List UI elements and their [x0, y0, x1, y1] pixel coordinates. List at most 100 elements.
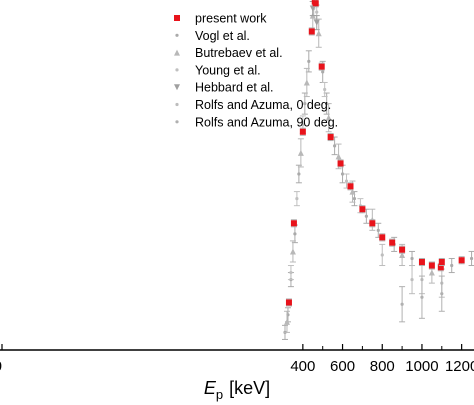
series-hebbard-et-al — [309, 1, 320, 31]
young-et-al-marker-6 — [344, 179, 349, 183]
legend-item-rolfs-and-azuma-90-deg: Rolfs and Azuma, 90 deg. — [175, 115, 338, 129]
present-work-point-18 — [438, 257, 445, 267]
present-work-marker-2 — [299, 128, 306, 135]
vogl-et-al-marker-11 — [352, 197, 357, 201]
vogl-et-al-marker-9 — [333, 144, 337, 148]
vogl-et-al-point-4 — [295, 164, 302, 184]
x-tick-label-300: 300 — [0, 358, 2, 375]
butrebaev-et-al-point-0 — [283, 310, 290, 333]
x-tick-label-600: 600 — [330, 358, 355, 375]
legend-item-rolfs-and-azuma-0-deg: Rolfs and Azuma, 0 deg. — [175, 98, 331, 112]
young-et-al-point-5 — [321, 81, 328, 98]
butrebaev-et-al-marker-0 — [283, 318, 290, 325]
legend-marker-butrebaev-et-al — [174, 49, 180, 56]
present-work-point-2 — [299, 127, 306, 136]
rolfs-and-azuma-0-deg-point-0 — [379, 243, 386, 267]
butrebaev-et-al-marker-1 — [289, 248, 296, 255]
legend-marker-rolfs-and-azuma-0-deg — [175, 102, 179, 107]
rolfs-and-azuma-0-deg-marker-1 — [410, 278, 414, 282]
present-work-point-0 — [285, 298, 292, 307]
butrebaev-et-al-marker-8 — [349, 188, 356, 195]
present-work-point-16 — [428, 261, 435, 270]
x-tick-label-400: 400 — [290, 358, 315, 375]
butrebaev-et-al-marker-7 — [335, 153, 342, 160]
x-axis-label-symbol: E — [204, 378, 217, 398]
hebbard-et-al-point-1 — [313, 15, 320, 31]
vogl-et-al-point-16 — [448, 257, 455, 274]
rolfs-and-azuma-90-deg-point-0 — [399, 286, 406, 323]
rolfs-and-azuma-90-deg-marker-1 — [420, 295, 424, 299]
legend-marker-present-work — [174, 15, 180, 21]
present-work-point-1 — [290, 219, 297, 228]
rolfs-and-azuma-0-deg-marker-0 — [380, 253, 384, 257]
young-et-al-marker-1 — [295, 197, 299, 201]
legend-label-rolfs-and-azuma-90-deg: Rolfs and Azuma, 90 deg. — [195, 115, 338, 129]
legend-item-hebbard-et-al: Hebbard et al. — [174, 81, 274, 95]
present-work-marker-0 — [285, 299, 292, 306]
rolfs-and-azuma-0-deg-point-1 — [409, 265, 416, 295]
butrebaev-et-al-point-6 — [325, 103, 332, 133]
present-work-point-10 — [359, 205, 366, 214]
present-work-point-14 — [399, 245, 406, 254]
legend-marker-hebbard-et-al — [174, 84, 180, 91]
present-work-marker-11 — [369, 220, 376, 227]
vogl-et-al-point-3 — [291, 224, 298, 244]
x-tick-label-1200: 1200 — [445, 358, 474, 375]
present-work-marker-19 — [458, 257, 465, 264]
legend-label-young-et-al: Young et al. — [195, 63, 261, 77]
present-work-marker-9 — [347, 183, 354, 190]
x-axis: 300400600800100012001400160018002000 — [0, 344, 474, 375]
legend-label-hebbard-et-al: Hebbard et al. — [195, 81, 274, 95]
rolfs-and-azuma-90-deg-marker-0 — [400, 302, 404, 306]
present-work-marker-7 — [327, 134, 334, 141]
butrebaev-et-al-marker-10 — [399, 251, 406, 258]
rolfs-and-azuma-90-deg-point-1 — [418, 275, 425, 319]
vogl-et-al-marker-5 — [303, 102, 307, 106]
vogl-et-al-marker-3 — [293, 232, 297, 236]
legend-marker-rolfs-and-azuma-90-deg — [175, 120, 179, 124]
legend-label-vogl-et-al: Vogl et al. — [195, 29, 250, 43]
present-work-marker-1 — [290, 220, 297, 227]
butrebaev-et-al-point-1 — [289, 240, 296, 263]
present-work-point-12 — [379, 233, 386, 242]
x-tick-label-800: 800 — [370, 358, 395, 375]
young-et-al-marker-2 — [301, 123, 305, 127]
series-butrebaev-et-al — [283, 1, 435, 333]
vogl-et-al-marker-6 — [307, 59, 311, 63]
present-work-point-13 — [389, 238, 396, 247]
butrebaev-et-al-marker-11 — [428, 269, 435, 276]
present-work-point-7 — [327, 133, 334, 142]
vogl-et-al-point-17 — [468, 250, 474, 267]
legend-label-butrebaev-et-al: Butrebaev et al. — [195, 46, 283, 60]
rolfs-and-azuma-90-deg-point-2 — [438, 275, 445, 312]
present-work-point-3 — [308, 27, 315, 36]
present-work-marker-12 — [379, 234, 386, 241]
young-et-al-point-0 — [287, 265, 294, 281]
young-et-al-marker-0 — [289, 270, 293, 275]
butrebaev-et-al-point-5 — [315, 18, 322, 48]
present-work-marker-3 — [308, 28, 315, 35]
legend-label-rolfs-and-azuma-0-deg: Rolfs and Azuma, 0 deg. — [195, 98, 331, 112]
x-axis-label-subscript: p — [216, 387, 223, 402]
present-work-marker-15 — [418, 259, 425, 265]
present-work-marker-17 — [437, 264, 444, 271]
hebbard-et-al-marker-1 — [313, 19, 320, 26]
rolfs-and-azuma-90-deg-marker-2 — [440, 292, 444, 296]
butrebaev-et-al-marker-6 — [325, 114, 332, 121]
present-work-marker-14 — [399, 246, 406, 253]
present-work-marker-16 — [428, 262, 435, 269]
vogl-et-al-marker-10 — [340, 172, 345, 176]
present-work-marker-5 — [312, 0, 319, 7]
young-et-al-marker-5 — [323, 87, 327, 92]
present-work-marker-10 — [359, 206, 366, 213]
present-work-point-5 — [312, 0, 319, 8]
legend-item-young-et-al: Young et al. — [175, 63, 261, 77]
present-work-point-11 — [369, 219, 376, 228]
vogl-et-al-marker-15 — [410, 256, 414, 261]
legend-item-present-work: present work — [174, 12, 267, 26]
legend-marker-vogl-et-al — [175, 33, 179, 37]
vogl-et-al-marker-4 — [297, 172, 301, 176]
x-axis-label-unit: [keV] — [229, 378, 270, 398]
legend-marker-young-et-al — [175, 68, 179, 72]
